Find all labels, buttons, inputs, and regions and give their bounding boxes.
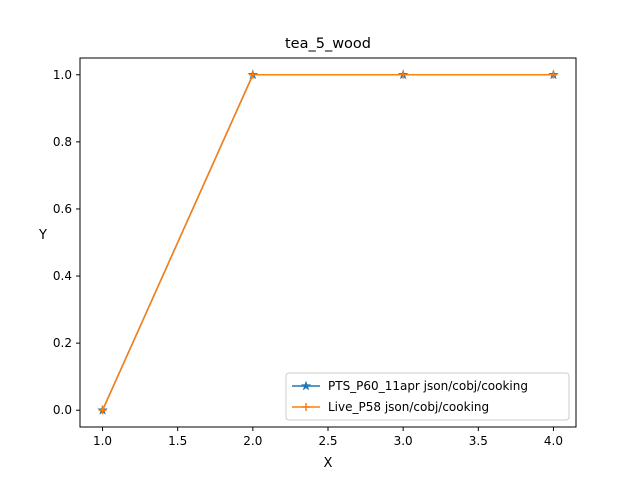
x-axis-label: X	[324, 456, 333, 471]
y-tick-label: 0.4	[53, 269, 72, 283]
legend-marker	[302, 403, 310, 411]
y-tick-label: 0.8	[53, 135, 72, 149]
y-axis-label: Y	[38, 228, 47, 243]
data-point	[98, 406, 107, 415]
x-tick-label: 2.0	[243, 434, 262, 448]
x-tick-label: 1.0	[93, 434, 112, 448]
data-point	[399, 70, 408, 79]
x-tick-label: 3.5	[469, 434, 488, 448]
legend: PTS_P60_11apr json/cobj/cooking Live_P58 …	[285, 372, 570, 421]
x-axis-ticks: 1.0 1.5 2.0 2.5 3.0 3.5 4.0	[93, 427, 563, 448]
series-1	[98, 70, 558, 415]
y-tick-label: 0.2	[53, 336, 72, 350]
plot-frame	[79, 57, 577, 428]
series-layer	[97, 69, 559, 415]
x-tick-label: 4.0	[544, 434, 563, 448]
legend-label: PTS_P60_11apr json/cobj/cooking	[328, 379, 528, 393]
y-tick-label: 0.0	[53, 403, 72, 417]
y-tick-label: 0.6	[53, 202, 72, 216]
x-tick-label: 1.5	[168, 434, 187, 448]
data-point	[248, 70, 257, 79]
data-point	[549, 70, 558, 79]
legend-box	[285, 372, 570, 421]
legend-marker	[300, 380, 312, 391]
series-line	[101, 74, 554, 411]
x-tick-label: 3.0	[394, 434, 413, 448]
chart-title: tea_5_wood	[285, 36, 371, 52]
y-tick-label: 1.0	[53, 68, 72, 82]
y-axis-ticks: 0.0 0.2 0.4 0.6 0.8 1.0	[53, 68, 80, 417]
legend-label: Live_P58 json/cobj/cooking	[328, 400, 489, 414]
x-tick-label: 2.5	[318, 434, 337, 448]
